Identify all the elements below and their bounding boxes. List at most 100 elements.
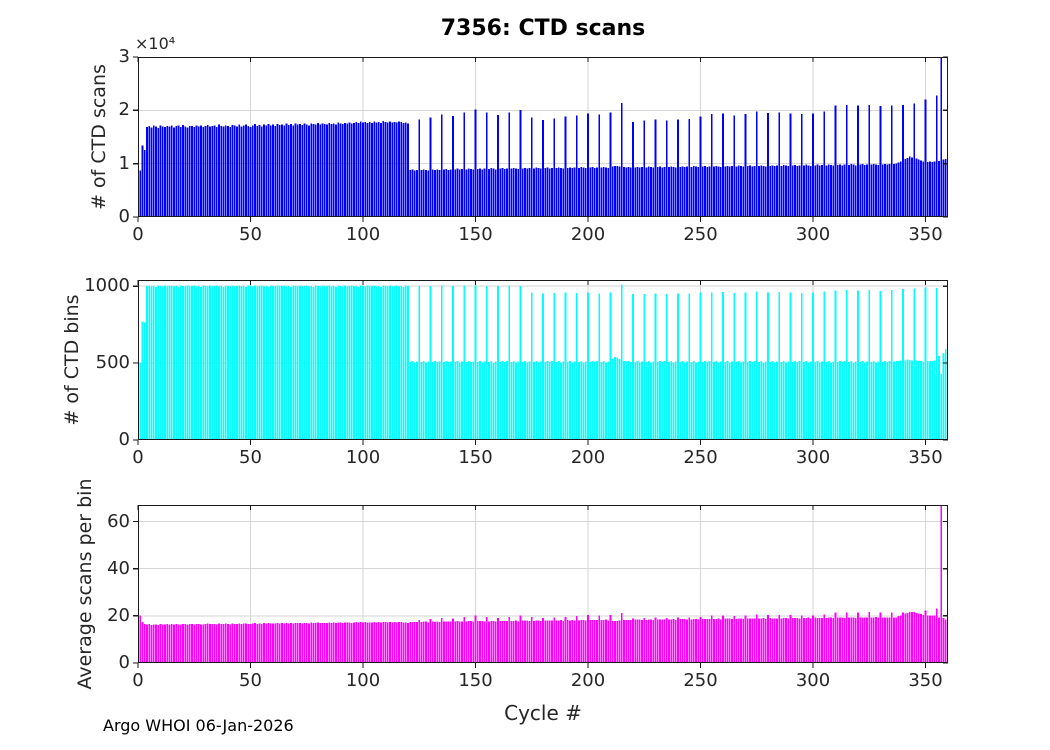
bar — [728, 166, 731, 217]
bar — [276, 124, 279, 217]
bar — [656, 361, 659, 440]
x-tick-label: 300 — [795, 224, 831, 245]
bar — [650, 167, 652, 217]
bar — [240, 286, 243, 440]
bar — [188, 125, 191, 217]
bar — [663, 619, 666, 663]
bar — [179, 126, 182, 217]
bar — [258, 125, 261, 217]
bar — [206, 286, 209, 440]
bar — [173, 624, 175, 663]
bar — [870, 362, 873, 440]
bar — [782, 618, 785, 663]
bar — [398, 121, 400, 217]
bar — [236, 286, 238, 440]
bar — [904, 158, 907, 217]
bar — [942, 159, 945, 217]
bar — [404, 285, 407, 440]
bar — [173, 127, 175, 217]
bar — [800, 114, 803, 217]
y-tick-label: 3 — [118, 46, 130, 67]
bar — [447, 362, 450, 440]
bar — [209, 285, 211, 440]
bar — [861, 164, 864, 217]
bar — [168, 624, 171, 663]
bar — [593, 362, 596, 440]
bar — [521, 362, 524, 440]
bar — [186, 624, 189, 663]
bar-series-ctd-scans — [139, 57, 948, 217]
bar — [332, 123, 335, 217]
bar — [233, 125, 236, 217]
bar — [335, 124, 337, 217]
bar — [776, 165, 778, 217]
bar — [458, 169, 461, 217]
bar — [263, 623, 265, 663]
bar — [472, 621, 475, 663]
bar — [467, 168, 470, 217]
bar — [809, 165, 812, 217]
bar — [924, 287, 927, 440]
bar — [285, 123, 288, 217]
bar — [494, 621, 497, 663]
bar — [602, 619, 605, 663]
bar — [503, 621, 506, 663]
bar — [188, 623, 191, 663]
bar — [661, 167, 664, 217]
bar — [328, 122, 331, 217]
bar — [339, 286, 342, 440]
bar — [863, 362, 866, 440]
bar — [474, 285, 477, 440]
bar — [166, 125, 169, 217]
bar — [398, 286, 400, 440]
bar — [582, 167, 585, 217]
bar — [839, 617, 841, 663]
bar — [535, 620, 538, 663]
bar — [353, 286, 355, 440]
bar — [440, 617, 443, 663]
bar — [384, 286, 387, 440]
bar — [764, 361, 767, 440]
bar — [751, 362, 754, 440]
bar — [798, 618, 801, 663]
bar — [924, 610, 927, 663]
bar — [643, 617, 646, 663]
bar — [508, 617, 511, 663]
bar — [665, 617, 668, 663]
bar — [654, 119, 657, 217]
bar — [337, 622, 340, 663]
bar — [751, 618, 754, 663]
x-tick-label: 250 — [683, 447, 718, 468]
bar — [197, 285, 200, 440]
bar — [663, 166, 666, 217]
bar — [341, 286, 344, 440]
bar — [400, 622, 403, 663]
bar — [494, 169, 497, 217]
bar — [422, 361, 425, 440]
bar — [510, 362, 513, 440]
bar — [366, 622, 369, 663]
bar — [420, 362, 423, 440]
bar — [150, 127, 153, 217]
bar — [530, 617, 533, 663]
bar — [231, 285, 234, 440]
bar — [422, 621, 425, 663]
bar — [647, 619, 650, 663]
bar — [762, 165, 765, 217]
bar — [886, 362, 889, 440]
bar — [375, 622, 378, 663]
bar — [515, 620, 517, 663]
bar — [920, 160, 922, 217]
bar — [753, 165, 756, 217]
bar — [575, 293, 578, 440]
bar — [929, 615, 931, 663]
bar — [773, 362, 776, 440]
bar — [371, 622, 373, 663]
bar — [409, 362, 412, 440]
bar — [695, 618, 697, 663]
bar — [434, 622, 436, 663]
bar — [465, 169, 468, 217]
bar — [607, 167, 610, 217]
bar — [456, 621, 459, 663]
bar — [260, 126, 263, 217]
